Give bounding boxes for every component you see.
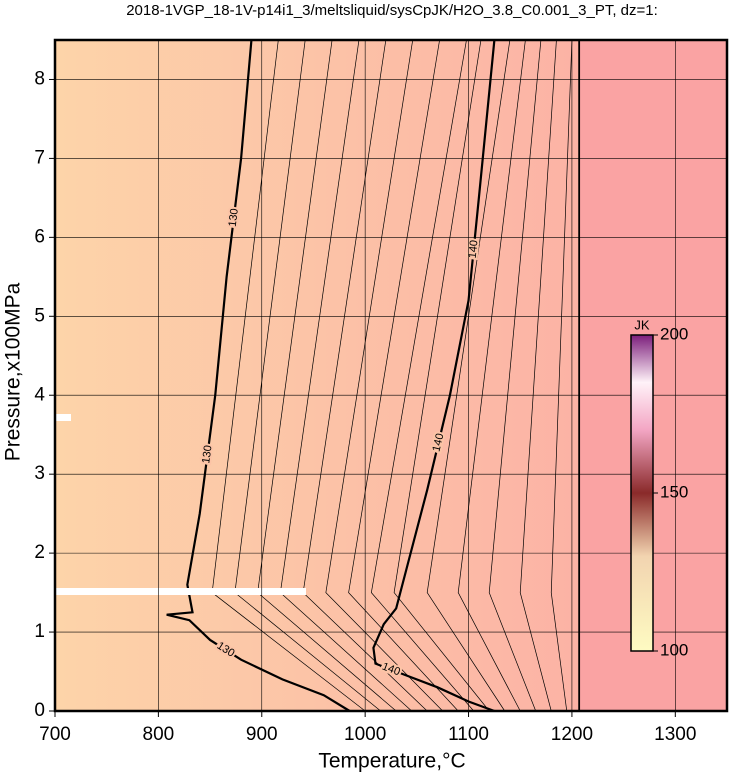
contour-line	[370, 39, 474, 712]
contour-line	[488, 39, 542, 712]
gap-band	[55, 588, 306, 595]
gap-band	[55, 414, 71, 421]
colorbar-tick-label: 150	[660, 482, 688, 501]
x-tick-label: 1200	[551, 724, 593, 745]
x-tick-label: 800	[143, 724, 175, 745]
x-axis-label: Temperature,°C	[318, 750, 465, 773]
y-tick-label: 3	[34, 463, 45, 484]
contour-line	[457, 39, 526, 712]
contour-line-bold	[166, 39, 351, 712]
x-tick-label: 1100	[448, 724, 489, 745]
contour-line	[348, 39, 459, 712]
y-tick-label: 8	[34, 68, 45, 89]
colorbar-tick-label: 100	[660, 640, 688, 659]
y-tick-label: 0	[34, 700, 45, 721]
contour-label: 130	[227, 208, 241, 228]
x-tick-label: 700	[39, 724, 71, 745]
contour-label: 140	[430, 432, 446, 453]
contour-label: 140	[467, 239, 481, 258]
y-axis-label: Pressure,x100MPa	[2, 282, 25, 461]
y-tick-label: 1	[34, 621, 45, 642]
y-tick-label: 4	[34, 384, 45, 405]
y-tick-label: 7	[34, 147, 45, 168]
contour-line	[325, 39, 443, 712]
x-tick-label: 1000	[344, 724, 386, 745]
contour-label: 130	[200, 445, 214, 465]
x-tick-label: 1300	[654, 724, 696, 745]
contour-line	[393, 39, 490, 712]
colorbar-tick-label: 200	[660, 324, 688, 343]
y-tick-label: 5	[34, 305, 45, 326]
contour-line	[426, 39, 511, 712]
y-tick-label: 6	[34, 226, 45, 247]
colorbar-label: JK	[634, 317, 650, 332]
x-tick-label: 900	[246, 724, 278, 745]
colorbar	[630, 334, 654, 652]
chart-title: 2018-1VGP_18-1V-p14i1_3/meltsliquid/sysC…	[126, 2, 658, 19]
contour-line	[519, 39, 557, 712]
contour-line	[550, 39, 573, 712]
y-tick-label: 2	[34, 542, 45, 563]
plot-frame	[53, 38, 729, 713]
